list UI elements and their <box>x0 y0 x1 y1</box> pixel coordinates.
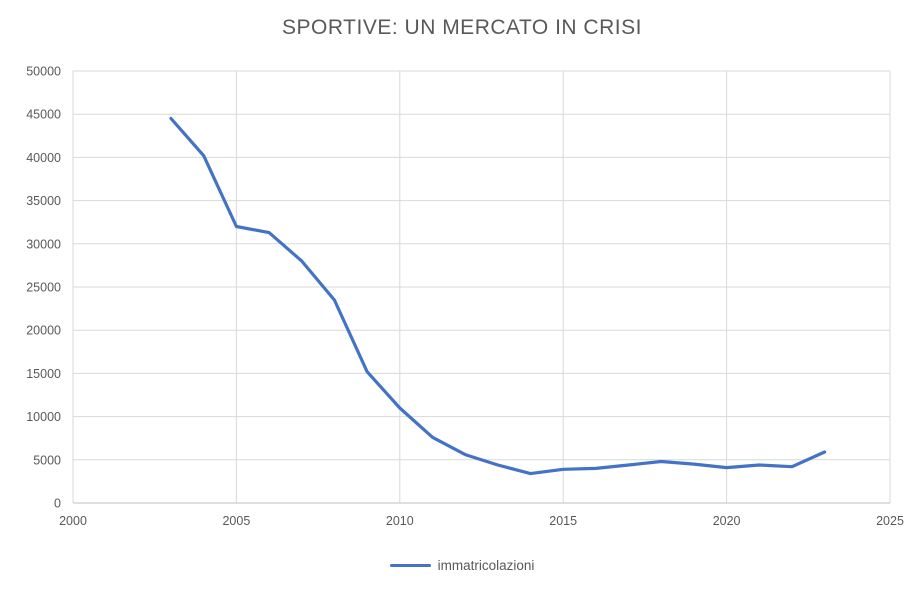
legend-label-immatricolazioni: immatricolazioni <box>437 558 535 573</box>
chart-title: SPORTIVE: UN MERCATO IN CRISI <box>282 16 642 39</box>
legend-line-swatch <box>389 564 431 567</box>
svg-text:10000: 10000 <box>26 410 61 424</box>
svg-text:2000: 2000 <box>59 514 87 528</box>
svg-text:2015: 2015 <box>549 514 577 528</box>
svg-text:2005: 2005 <box>222 514 250 528</box>
svg-text:2025: 2025 <box>876 514 904 528</box>
svg-text:30000: 30000 <box>26 237 61 251</box>
svg-text:25000: 25000 <box>26 281 61 295</box>
svg-text:2010: 2010 <box>386 514 414 528</box>
svg-text:40000: 40000 <box>26 151 61 165</box>
legend: immatricolazioni <box>0 558 924 573</box>
svg-text:20000: 20000 <box>26 324 61 338</box>
svg-text:45000: 45000 <box>26 108 61 122</box>
svg-text:5000: 5000 <box>33 453 61 467</box>
line-chart-plot: 2000 2005 2010 2015 2020 2025 0 5000 10000 15000 2… <box>26 65 904 529</box>
svg-text:35000: 35000 <box>26 194 61 208</box>
svg-text:2020: 2020 <box>713 514 741 528</box>
svg-text:0: 0 <box>54 497 61 511</box>
svg-text:15000: 15000 <box>26 367 61 381</box>
svg-text:50000: 50000 <box>26 65 61 79</box>
